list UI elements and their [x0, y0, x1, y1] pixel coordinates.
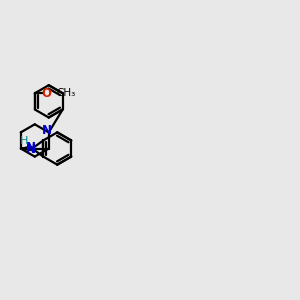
Text: N: N: [26, 141, 36, 154]
Text: CH₃: CH₃: [57, 88, 76, 98]
Text: N: N: [26, 143, 36, 156]
Text: H: H: [20, 136, 28, 146]
Text: O: O: [42, 87, 52, 100]
Text: N: N: [42, 124, 52, 137]
